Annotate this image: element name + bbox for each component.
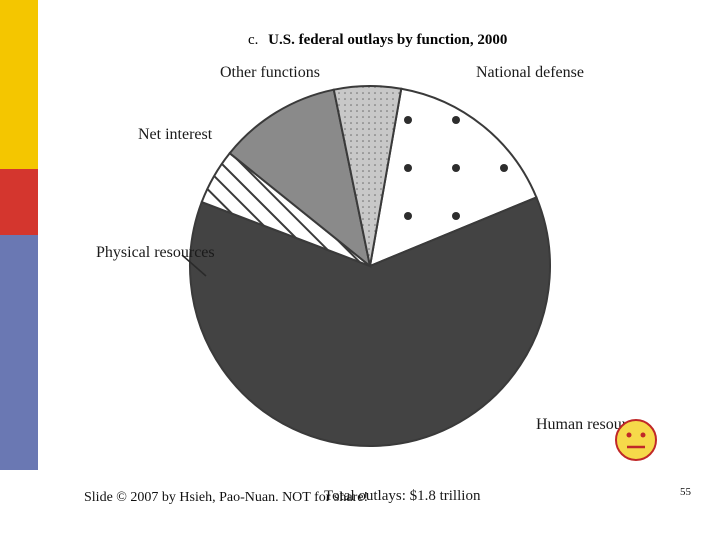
label-physical-resources: Physical resources: [96, 244, 215, 262]
footer-copyright: Slide © 2007 by Hsieh, Pao-Nuan. NOT for…: [84, 490, 368, 506]
page-number: 55: [680, 486, 691, 498]
label-net-interest: Net interest: [138, 126, 212, 144]
label-other-functions: Other functions: [220, 64, 320, 82]
neutral-face-icon: [612, 416, 660, 464]
label-national-defense: National defense: [476, 64, 584, 82]
